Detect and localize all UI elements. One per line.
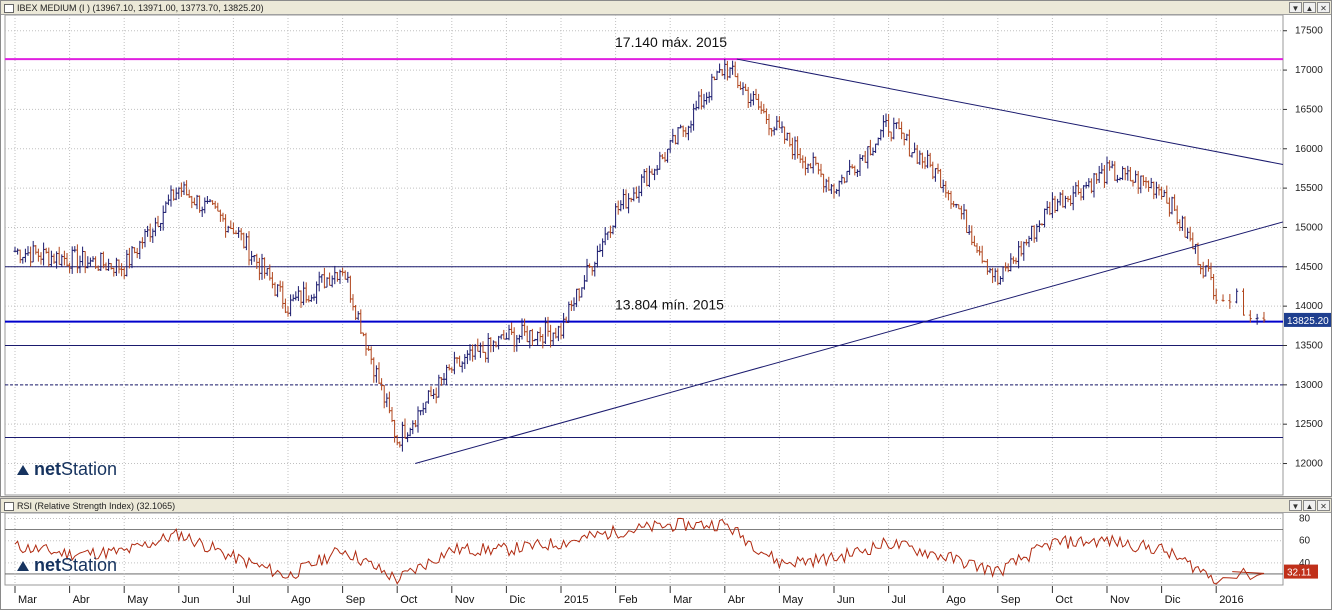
rsi-panel-close-button[interactable]: ✕ [1317,500,1330,511]
rsi-panel-titlebar: RSI (Relative Strength Index) (32.1065) … [1,499,1331,513]
last-price-label: 13825.20 [1287,316,1329,327]
price-y-tick-label: 15500 [1295,183,1323,194]
rsi-panel-title: RSI (Relative Strength Index) (32.1065) [17,501,176,511]
x-tick-label: Jul [236,594,250,606]
resistance-trendline [736,58,1284,165]
panel-close-button[interactable]: ✕ [1317,2,1330,13]
rsi-logo-mark-icon [17,561,29,571]
x-tick-label: Dic [1165,594,1181,606]
rsi-netstation-logo: netStation [17,555,117,576]
rsi-last-value-label: 32.11 [1287,568,1312,579]
price-y-tick-label: 16000 [1295,144,1323,155]
x-tick-label: Oct [1055,594,1072,606]
x-tick-label: May [782,594,803,606]
rsi-chart[interactable]: 40 60 80 32.11 Mar Abr May Jun Jul Ago Sep Oct Nov Di… [1,513,1331,609]
price-y-tick-label: 17500 [1295,26,1323,37]
x-tick-label: 2015 [564,594,588,606]
x-tick-label: Abr [73,594,90,606]
price-chart[interactable]: 12000 12500 13000 13500 14000 14500 15000 15500… [1,15,1331,496]
rsi-panel-menu-icon[interactable] [4,502,14,511]
x-tick-label: Mar [18,594,37,606]
price-y-tick-label: 16500 [1295,104,1323,115]
x-tick-label: Oct [400,594,417,606]
price-y-tick-label: 14000 [1295,301,1323,312]
x-tick-label: 2016 [1219,594,1243,606]
x-tick-label: May [127,594,148,606]
price-y-tick-label: 12500 [1295,419,1323,430]
x-tick-label: Jun [837,594,855,606]
logo-mark-icon [17,465,29,475]
price-panel: IBEX MEDIUM (I ) (13967.10, 13971.00, 13… [0,0,1332,497]
x-tick-label: Sep [346,594,366,606]
rsi-y-tick-label: 40 [1299,558,1311,569]
price-plot-area [4,15,1284,496]
rsi-y-tick-label: 80 [1299,514,1311,525]
price-y-tick-label: 12000 [1295,459,1323,470]
rsi-y-tick-label: 60 [1299,536,1311,547]
x-tick-label: Ago [291,594,311,606]
x-tick-label: Nov [455,594,475,606]
panel-up-button[interactable]: ▲ [1303,2,1316,13]
x-axis-strip [1,586,1331,609]
price-y-tick-label: 17000 [1295,65,1323,76]
price-y-tick-label: 14500 [1295,262,1323,273]
netstation-logo: netStation [17,459,117,480]
rsi-last-value-bg [1284,564,1318,579]
price-panel-titlebar: IBEX MEDIUM (I ) (13967.10, 13971.00, 13… [1,1,1331,15]
price-y-tick-label: 13500 [1295,340,1323,351]
x-tick-label: Mar [673,594,692,606]
support-trendline [415,221,1284,465]
x-tick-label: Jun [182,594,200,606]
price-panel-title: IBEX MEDIUM (I ) (13967.10, 13971.00, 13… [17,3,264,13]
price-y-tick-label: 15000 [1295,222,1323,233]
x-tick-label: Feb [619,594,638,606]
last-price-label-bg [1284,312,1331,327]
rsi-plot-area [4,513,1284,586]
x-tick-label: Nov [1110,594,1130,606]
rsi-panel: RSI (Relative Strength Index) (32.1065) … [0,498,1332,610]
rsi-line [14,517,1265,585]
rsi-panel-up-button[interactable]: ▲ [1303,500,1316,511]
price-y-tick-label: 13000 [1295,380,1323,391]
annotation-min: 13.804 mín. 2015 [615,297,724,313]
rsi-panel-down-button[interactable]: ▼ [1289,500,1302,511]
x-tick-label: Abr [728,594,745,606]
x-tick-label: Dic [509,594,525,606]
x-tick-label: Ago [946,594,966,606]
panel-down-button[interactable]: ▼ [1289,2,1302,13]
x-tick-label: Sep [1001,594,1021,606]
x-tick-label: Jul [892,594,906,606]
panel-menu-icon[interactable] [4,4,14,13]
annotation-max: 17.140 máx. 2015 [615,34,727,50]
